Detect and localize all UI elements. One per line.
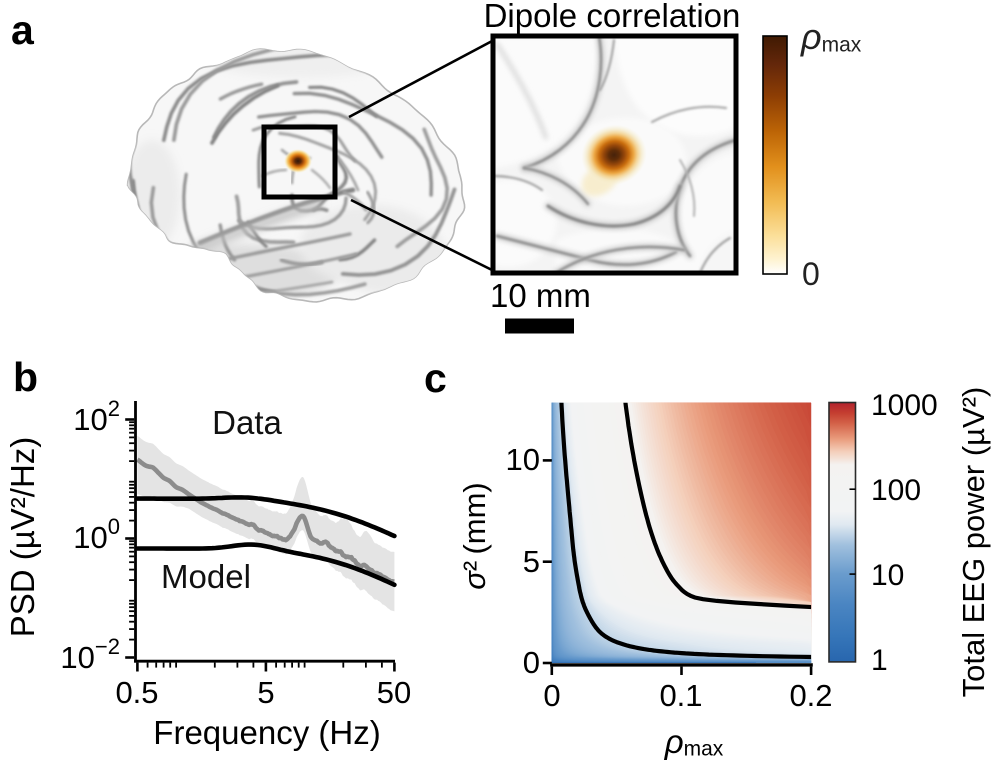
svg-text:1: 1	[871, 644, 888, 677]
svg-text:50: 50	[377, 675, 411, 710]
svg-text:0.2: 0.2	[789, 678, 832, 713]
svg-text:Frequency (Hz): Frequency (Hz)	[153, 714, 380, 751]
svg-text:b: b	[13, 354, 38, 400]
svg-text:σ² (mm): σ² (mm)	[457, 482, 492, 590]
svg-text:5: 5	[523, 544, 540, 579]
svg-text:0.5: 0.5	[115, 675, 158, 710]
svg-text:Total EEG power (µV²): Total EEG power (µV²)	[956, 387, 991, 698]
svg-text:a: a	[11, 7, 35, 53]
svg-text:PSD (µV²/Hz): PSD (µV²/Hz)	[4, 437, 41, 638]
svg-text:10: 10	[871, 559, 904, 592]
svg-text:Data: Data	[212, 404, 282, 441]
svg-text:Model: Model	[161, 558, 251, 595]
svg-text:0: 0	[802, 256, 820, 292]
svg-text:0.1: 0.1	[659, 678, 702, 713]
svg-text:c: c	[424, 355, 447, 401]
svg-text:100: 100	[871, 474, 921, 507]
svg-text:5: 5	[257, 675, 274, 710]
svg-text:10: 10	[506, 442, 540, 477]
svg-text:10 mm: 10 mm	[490, 277, 591, 314]
svg-text:1000: 1000	[871, 389, 938, 422]
svg-text:0: 0	[523, 645, 540, 680]
svg-text:0: 0	[543, 678, 560, 713]
svg-text:Dipole correlation: Dipole correlation	[484, 0, 741, 34]
svg-text:ρmax: ρmax	[664, 723, 724, 761]
